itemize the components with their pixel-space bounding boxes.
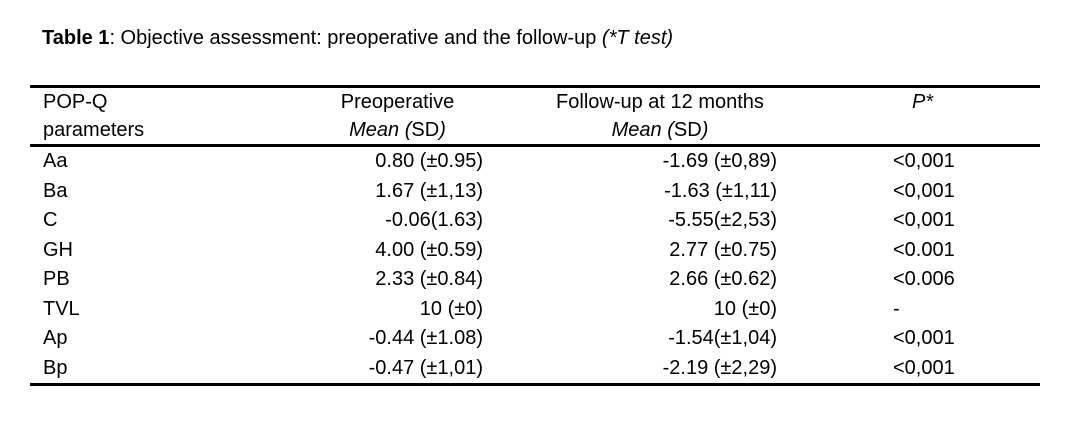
preop-cell: 2.33 (±0.84) (375, 268, 483, 290)
table-title-label: Table 1 (42, 27, 110, 49)
header-popq-line1: POP-Q (43, 91, 108, 113)
param-cell: PB (43, 268, 70, 290)
header-preoperative-label: Preoperative (340, 91, 455, 113)
param-cell: Bp (43, 356, 68, 379)
table-title-test-note: (*T test) (601, 27, 674, 49)
p-value-cell: <0,001 (893, 327, 955, 349)
followup-cell: -5.55(±2,53) (668, 209, 777, 231)
header-cell-preoperative: Preoperative Mean (SD) (280, 87, 515, 146)
preop-cell: 1.67 (±1,13) (375, 179, 483, 202)
table-row: PB 2.33 (±0.84) 2.66 (±0.62) <0.006 (30, 265, 1040, 295)
preop-cell: 0.80 (±0.95) (375, 150, 483, 172)
header-p-label: P* (911, 91, 934, 113)
preop-cell: -0.44 (±1.08) (368, 327, 483, 349)
p-value-cell: <0,001 (893, 209, 955, 231)
header-p-empty-line (805, 116, 1040, 144)
p-value-cell: <0,001 (893, 356, 955, 379)
param-cell: TVL (43, 297, 80, 320)
followup-cell: 2.66 (±0.62) (669, 268, 777, 290)
table-title: Table 1: Objective assessment: preoperat… (42, 27, 673, 50)
preop-cell: -0.47 (±1,01) (368, 356, 483, 379)
p-value-cell: <0.001 (893, 238, 955, 261)
preop-cell: 10 (±0) (419, 297, 483, 320)
mean-sd-upright: SD (673, 119, 702, 141)
param-cell: Aa (43, 150, 68, 172)
table-title-text: : Objective assessment: preoperative and… (109, 27, 602, 49)
followup-cell: 2.77 (±0.75) (669, 238, 777, 261)
p-value-cell: - (893, 297, 900, 320)
header-row: POP-Q parameters Preoperative Mean (SD) … (30, 87, 1040, 146)
param-cell: Ap (43, 327, 68, 349)
p-value-cell: <0,001 (893, 150, 955, 172)
header-cell-popq-parameters: POP-Q parameters (30, 87, 280, 146)
p-value-cell: <0,001 (893, 179, 955, 202)
mean-sd-italic-open: Mean ( (349, 119, 412, 141)
table-row: Bp -0.47 (±1,01) -2.19 (±2,29) <0,001 (30, 354, 1040, 385)
followup-cell: -1.63 (±1,11) (664, 179, 777, 202)
table-header: POP-Q parameters Preoperative Mean (SD) … (30, 87, 1040, 146)
p-value-cell: <0.006 (893, 268, 955, 290)
header-cell-p-value: P* (805, 87, 1040, 146)
header-followup-label: Follow-up at 12 months (556, 91, 764, 113)
preop-cell: 4.00 (±0.59) (375, 238, 483, 261)
table-row: TVL 10 (±0) 10 (±0) - (30, 295, 1040, 325)
param-cell: C (43, 209, 58, 231)
mean-sd-italic-close: ) (701, 119, 709, 141)
followup-cell: 10 (±0) (713, 297, 777, 320)
header-cell-followup: Follow-up at 12 months Mean (SD) (515, 87, 805, 146)
table-row: Aa 0.80 (±0.95) -1.69 (±0,89) <0,001 (30, 146, 1040, 177)
mean-sd-italic-open: Mean ( (611, 119, 674, 141)
preop-cell: -0.06(1.63) (385, 209, 483, 231)
table-row: Ap -0.44 (±1.08) -1.54(±1,04) <0,001 (30, 324, 1040, 354)
param-cell: GH (43, 238, 73, 261)
followup-cell: -1.54(±1,04) (668, 327, 777, 349)
followup-cell: -2.19 (±2,29) (662, 356, 777, 379)
table-row: C -0.06(1.63) -5.55(±2,53) <0,001 (30, 206, 1040, 236)
table-row: GH 4.00 (±0.59) 2.77 (±0.75) <0.001 (30, 236, 1040, 266)
mean-sd-italic-close: ) (439, 119, 446, 141)
objective-assessment-table: POP-Q parameters Preoperative Mean (SD) … (30, 85, 1040, 386)
param-cell: Ba (43, 179, 68, 202)
table-body: Aa 0.80 (±0.95) -1.69 (±0,89) <0,001 Ba … (30, 146, 1040, 385)
table-row: Ba 1.67 (±1,13) -1.63 (±1,11) <0,001 (30, 177, 1040, 207)
mean-sd-upright: SD (411, 119, 440, 141)
followup-cell: -1.69 (±0,89) (662, 150, 777, 172)
header-popq-line2: parameters (43, 119, 145, 141)
header-followup-mean-sd: Mean (SD) (515, 116, 805, 144)
header-preoperative-mean-sd: Mean (SD) (280, 116, 515, 144)
